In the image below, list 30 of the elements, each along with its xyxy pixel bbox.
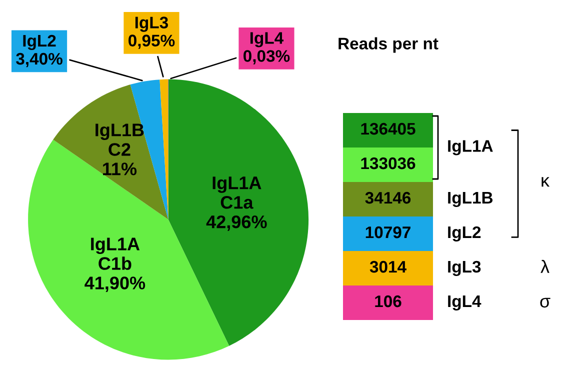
data-label: 34146 — [365, 192, 411, 204]
data-label: 136405 — [361, 122, 416, 135]
data-label: 42,96% — [206, 215, 267, 231]
data-label: 3014 — [370, 260, 406, 273]
data-label: 11% — [103, 162, 137, 176]
text: Reads per nt — [338, 37, 438, 53]
slice-label: IgL3 — [135, 16, 168, 32]
data-label: 133036 — [361, 157, 416, 170]
text: IgL1B — [448, 192, 493, 208]
text: IgL4 — [448, 296, 482, 311]
slice-label: IgL4 — [250, 32, 284, 48]
data-label: 10797 — [366, 226, 410, 238]
data-label: 0,03% — [244, 50, 290, 64]
text: σ — [540, 298, 550, 308]
text: IgL3 — [448, 260, 481, 276]
text: IgL1A — [448, 140, 493, 156]
data-label: 41,90% — [84, 276, 146, 292]
pie-slice — [53, 84, 168, 220]
slice-label: IgL1A C1b — [91, 238, 140, 270]
data-label: 106 — [375, 295, 402, 308]
data-label: 0,95% — [128, 34, 175, 49]
text: IgL2 — [448, 226, 481, 242]
slice-label: IgL1B C2 — [96, 124, 144, 156]
text: κ — [542, 177, 550, 187]
slice-label: IgL1A C1a — [212, 176, 262, 209]
pie-slice — [160, 79, 168, 220]
slice-label: IgL2 — [23, 34, 56, 50]
text: λ — [540, 260, 550, 273]
pie-slice — [168, 79, 309, 346]
data-label: 3,40% — [16, 52, 62, 68]
